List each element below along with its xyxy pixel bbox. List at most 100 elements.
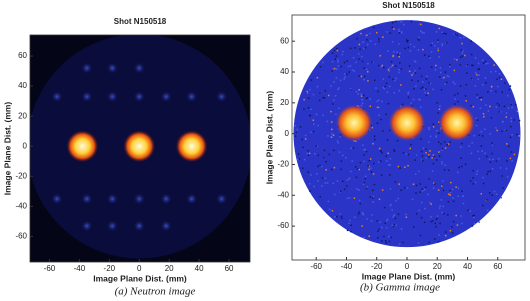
noise <box>434 238 436 240</box>
noise <box>507 107 510 109</box>
noise <box>398 28 400 31</box>
noise <box>392 55 394 58</box>
noise <box>484 128 486 131</box>
noise <box>373 135 376 137</box>
noise <box>319 164 321 167</box>
noise <box>506 160 508 162</box>
noise <box>476 93 478 96</box>
noise <box>443 76 445 79</box>
noise <box>360 75 363 78</box>
noise <box>515 133 518 136</box>
noise <box>480 145 483 147</box>
noise <box>387 102 390 105</box>
noise <box>322 96 324 99</box>
noise <box>308 183 311 185</box>
noise <box>439 67 442 69</box>
noise <box>467 209 469 212</box>
noise <box>460 146 462 148</box>
noise <box>491 168 494 170</box>
noise <box>357 93 359 95</box>
noise <box>369 32 371 35</box>
noise <box>327 94 330 97</box>
noise <box>432 88 434 91</box>
noise <box>327 135 329 137</box>
noise <box>490 71 492 73</box>
noise <box>447 75 450 78</box>
y-tick-label: 60 <box>18 51 27 60</box>
noise <box>394 223 396 226</box>
noise <box>513 119 515 121</box>
noise <box>380 66 383 68</box>
noise <box>307 149 309 152</box>
noise <box>453 69 456 72</box>
noise <box>418 67 421 70</box>
noise <box>486 155 488 158</box>
noise <box>442 180 444 182</box>
noise <box>495 106 498 108</box>
noise <box>451 226 453 228</box>
dim-spot <box>106 192 119 205</box>
noise <box>381 240 383 242</box>
noise <box>371 61 373 63</box>
noise <box>346 60 348 62</box>
noise <box>441 31 443 34</box>
noise <box>398 89 401 92</box>
noise <box>318 99 321 102</box>
noise <box>378 198 381 201</box>
noise <box>436 215 439 217</box>
noise <box>338 151 341 153</box>
noise <box>441 77 444 80</box>
noise <box>366 39 368 41</box>
noise <box>449 191 452 194</box>
noise <box>398 55 401 58</box>
noise <box>421 188 423 190</box>
noise <box>363 148 365 151</box>
noise <box>471 142 473 144</box>
y-tick-label: -40 <box>277 190 289 199</box>
noise <box>474 181 477 184</box>
noise <box>406 41 408 43</box>
noise <box>378 228 380 230</box>
noise <box>332 134 335 137</box>
noise <box>477 62 480 65</box>
dim-spot <box>50 192 63 205</box>
noise <box>445 42 447 44</box>
noise <box>501 175 504 177</box>
noise <box>469 210 472 212</box>
noise <box>424 54 426 56</box>
noise <box>395 20 397 23</box>
noise <box>511 106 513 109</box>
noise <box>421 190 424 192</box>
noise <box>407 91 410 94</box>
noise <box>421 150 423 153</box>
noise <box>322 156 325 159</box>
noise <box>398 32 401 34</box>
noise <box>356 168 359 170</box>
noise <box>490 86 493 88</box>
noise <box>483 115 485 118</box>
noise <box>430 216 432 218</box>
noise <box>372 173 375 175</box>
noise <box>343 61 346 64</box>
noise <box>361 60 364 63</box>
noise <box>420 201 423 204</box>
noise <box>347 65 350 68</box>
noise <box>348 177 351 180</box>
noise <box>361 98 363 101</box>
noise <box>407 153 410 156</box>
noise <box>419 234 422 237</box>
noise <box>434 183 436 185</box>
noise <box>447 169 450 172</box>
noise <box>358 211 360 214</box>
noise <box>456 59 458 61</box>
noise <box>475 173 478 175</box>
noise <box>349 47 352 50</box>
noise <box>435 218 438 221</box>
x-tick-label: -40 <box>74 264 86 273</box>
noise <box>388 85 391 88</box>
noise <box>499 167 502 169</box>
noise <box>428 126 430 129</box>
noise <box>343 78 345 80</box>
noise <box>302 146 304 149</box>
